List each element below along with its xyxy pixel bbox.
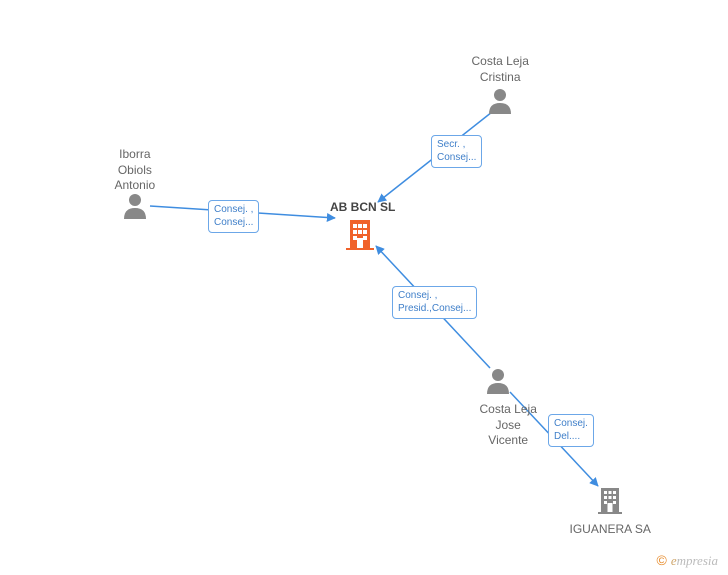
person-icon[interactable] xyxy=(486,86,514,114)
edge-label[interactable]: Consej. , Presid.,Consej... xyxy=(392,286,477,319)
edge-label[interactable]: Consej. Del.... xyxy=(548,414,594,447)
edge-label[interactable]: Consej. , Consej... xyxy=(208,200,259,233)
watermark: ©empresia xyxy=(656,552,718,569)
person-icon[interactable] xyxy=(121,191,149,219)
copyright-symbol: © xyxy=(656,552,666,568)
watermark-text: mpresia xyxy=(677,553,718,568)
edge-label[interactable]: Secr. , Consej... xyxy=(431,135,482,168)
person-icon[interactable] xyxy=(484,366,512,394)
company-icon[interactable] xyxy=(598,486,622,519)
center-company-icon xyxy=(346,218,374,255)
center-company-label: AB BCN SL xyxy=(330,200,395,214)
node-label: Iborra Obiols Antonio xyxy=(115,147,156,194)
node-label: Costa Leja Jose Vicente xyxy=(480,402,537,449)
node-label: Costa Leja Cristina xyxy=(472,54,529,85)
node-label: IGUANERA SA xyxy=(570,522,651,538)
